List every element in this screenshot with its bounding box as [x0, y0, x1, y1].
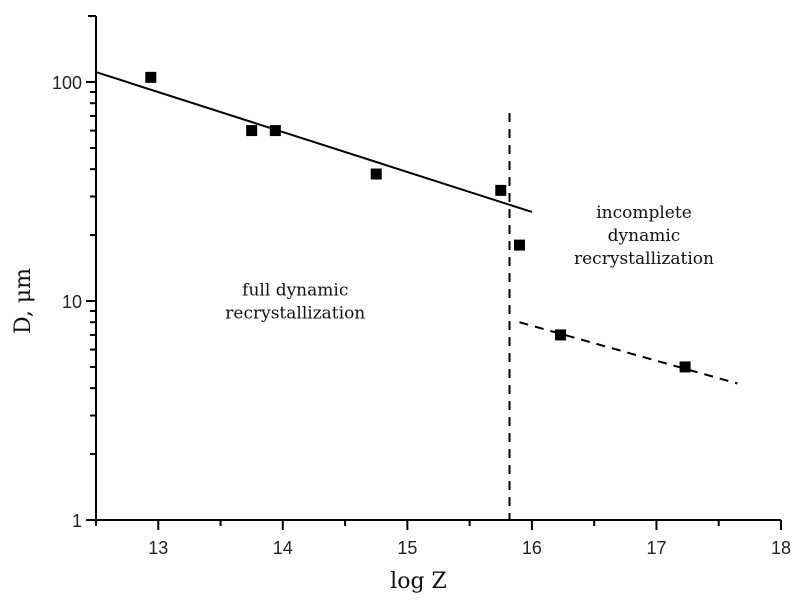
y-tick-label: 10 [62, 292, 82, 312]
data-point-square [246, 125, 258, 137]
dashed-fit-line [519, 321, 738, 385]
fit-lines [95, 71, 738, 520]
data-point-square [555, 329, 567, 341]
x-tick-label: 18 [771, 538, 791, 558]
data-points [145, 71, 691, 373]
region-annotation: full dynamic [242, 281, 348, 301]
labels: log Z D, μm full dynamic recrystallization i… [11, 203, 714, 594]
data-point-square [495, 184, 507, 196]
data-point-square [269, 125, 281, 137]
x-tick-label: 16 [522, 538, 542, 558]
y-tick-label: 100 [52, 73, 82, 93]
solid-fit-line [95, 71, 533, 213]
data-point-square [145, 71, 157, 83]
y-axis-title: D, μm [11, 268, 36, 334]
x-tick-label: 13 [148, 538, 168, 558]
region-annotation: dynamic [608, 226, 681, 246]
data-point-square [370, 168, 382, 180]
x-tick-label: 14 [273, 538, 293, 558]
x-axis-title: log Z [390, 569, 447, 594]
y-tick-label: 1 [72, 511, 82, 531]
axes: 13 14 15 16 17 18 1 10 100 [52, 15, 791, 558]
data-point-square [513, 239, 525, 251]
x-tick-label: 15 [397, 538, 417, 558]
region-annotation: recrystallization [574, 249, 714, 269]
x-tick-label: 17 [646, 538, 666, 558]
data-point-square [679, 361, 691, 373]
region-annotation: incomplete [596, 203, 692, 223]
region-annotation: recrystallization [225, 304, 365, 324]
